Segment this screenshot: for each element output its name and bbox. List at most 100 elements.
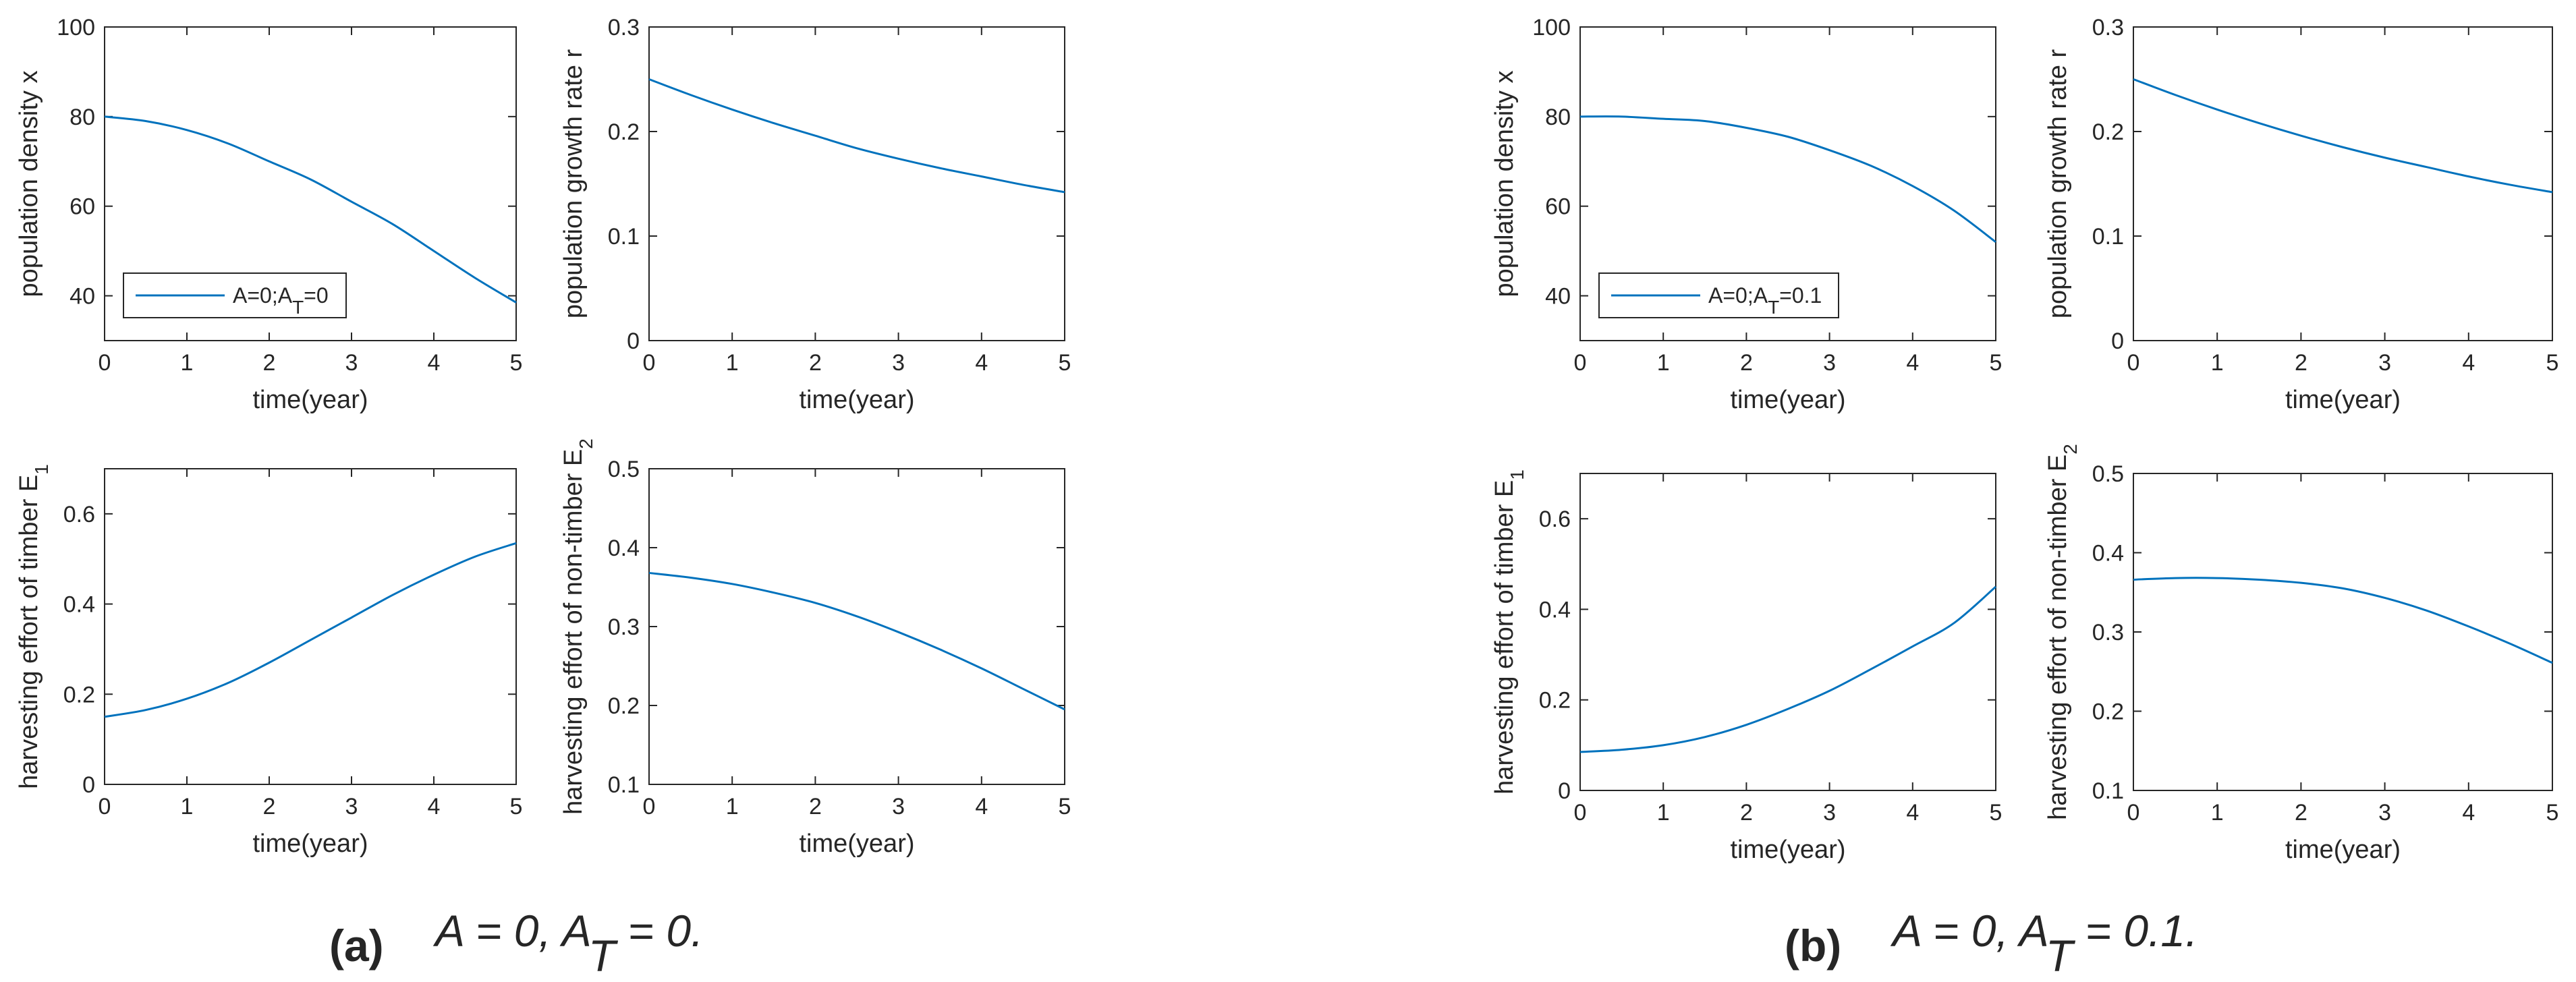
y-tick-label: 0.4 — [1539, 597, 1571, 623]
x-tick-label: 3 — [1823, 800, 1836, 826]
x-tick-label: 1 — [2211, 800, 2224, 826]
x-tick-label: 2 — [809, 794, 822, 819]
y-tick-label: 0.4 — [63, 592, 95, 618]
subplot-b-population-density: 0 1 2 3 4 5 40 60 80 100 time(year) population dens… — [1490, 15, 2002, 414]
y-tick-label: 0.2 — [608, 693, 640, 719]
y-tick-label: 0.3 — [2092, 620, 2124, 645]
series-line — [2133, 577, 2553, 664]
y-tick-label: 0.6 — [1539, 507, 1571, 532]
subplot-a-population-density: 0 1 2 3 4 5 40 60 80 100 time(year) population dens… — [15, 15, 522, 414]
y-tick-label: 100 — [1532, 15, 1571, 40]
x-tick-label: 3 — [345, 794, 358, 819]
x-tick-label: 1 — [726, 794, 739, 819]
x-axis-label: time(year) — [252, 830, 368, 858]
y-tick-label: 80 — [1545, 105, 1571, 130]
axes-box — [648, 26, 1065, 341]
axes-box — [2133, 473, 2553, 791]
panel-caption-letter: (a) — [329, 921, 384, 971]
x-tick-label: 1 — [1657, 800, 1670, 826]
x-tick-label: 0 — [1574, 350, 1587, 376]
x-tick-label: 1 — [181, 794, 194, 819]
x-tick-label: 3 — [892, 350, 905, 376]
x-tick-label: 5 — [1059, 350, 1071, 376]
y-tick-label: 0 — [82, 772, 95, 798]
x-tick-label: 0 — [643, 350, 656, 376]
x-axis-label: time(year) — [799, 386, 914, 414]
subplot-a-timber-effort: 0 1 2 3 4 5 0 0.2 0.4 0.6 time(year) harvesting eff… — [15, 464, 522, 858]
x-tick-label: 1 — [1657, 350, 1670, 376]
x-tick-label: 0 — [99, 794, 111, 819]
legend-label: A=0;AT=0 — [233, 283, 329, 318]
x-tick-label: 1 — [181, 350, 194, 376]
series-line — [1579, 115, 1996, 243]
y-tick-label: 0.2 — [608, 119, 640, 145]
x-axis-label: time(year) — [2285, 386, 2401, 414]
y-tick-label: 0.4 — [2092, 541, 2124, 567]
y-tick-label: 0.3 — [608, 15, 640, 40]
y-tick-label: 0.1 — [2092, 224, 2124, 250]
x-tick-label: 0 — [2127, 350, 2140, 376]
y-axis-label: population density x — [1490, 71, 1519, 297]
y-tick-label: 0 — [1558, 778, 1571, 804]
y-axis-label: harvesting effort of non-timber E2 — [2044, 444, 2081, 820]
y-axis-label: population growth rate r — [559, 49, 588, 319]
y-tick-label: 0.2 — [2092, 699, 2124, 725]
x-tick-label: 3 — [345, 350, 358, 376]
x-axis-label: time(year) — [252, 386, 368, 414]
y-tick-label: 0.5 — [608, 457, 640, 482]
y-tick-label: 0.2 — [1539, 688, 1571, 714]
axes-box — [1579, 26, 1996, 341]
axes-box — [648, 468, 1065, 785]
y-tick-label: 60 — [69, 194, 95, 220]
axes-box — [2133, 26, 2553, 341]
x-tick-label: 5 — [1990, 800, 2003, 826]
x-tick-label: 0 — [643, 794, 656, 819]
series-line — [1579, 585, 1996, 753]
x-tick-label: 0 — [99, 350, 111, 376]
y-tick-label: 0.3 — [2092, 15, 2124, 40]
x-tick-label: 5 — [510, 794, 523, 819]
x-tick-label: 4 — [2462, 800, 2475, 826]
subplot-b-non-timber-effort: 0 1 2 3 4 5 0.1 0.2 0.3 0.4 0.5 time(year) harvestin… — [2044, 444, 2558, 864]
x-tick-label: 4 — [1906, 800, 1919, 826]
y-tick-label: 0.1 — [608, 224, 640, 250]
x-tick-label: 5 — [2546, 350, 2559, 376]
x-tick-label: 4 — [2462, 350, 2475, 376]
y-tick-label: 40 — [69, 284, 95, 310]
x-tick-label: 3 — [892, 794, 905, 819]
y-tick-label: 0.2 — [63, 682, 95, 707]
y-tick-label: 40 — [1545, 284, 1571, 310]
x-axis-label: time(year) — [1730, 836, 1845, 864]
x-tick-label: 5 — [510, 350, 523, 376]
x-tick-label: 1 — [726, 350, 739, 376]
x-tick-label: 4 — [975, 350, 988, 376]
y-tick-label: 0.4 — [608, 536, 640, 561]
y-axis-label: population density x — [15, 71, 43, 297]
x-tick-label: 2 — [2295, 800, 2307, 826]
y-axis-label: population growth rate r — [2044, 49, 2072, 319]
x-tick-label: 4 — [975, 794, 988, 819]
axes-box — [104, 468, 517, 785]
x-axis-label: time(year) — [799, 830, 914, 858]
series-line — [648, 78, 1065, 194]
x-tick-label: 5 — [1990, 350, 2003, 376]
x-tick-label: 2 — [1740, 800, 1753, 826]
axes-box — [104, 26, 517, 341]
x-tick-label: 5 — [1059, 794, 1071, 819]
axes-box — [1579, 473, 1996, 791]
y-tick-label: 100 — [57, 15, 95, 40]
panel-caption-formula: A = 0, AT = 0.1. — [1890, 906, 2197, 981]
x-axis-label: time(year) — [2285, 836, 2401, 864]
series-line — [648, 571, 1065, 711]
y-tick-label: 0.6 — [63, 502, 95, 527]
x-tick-label: 2 — [1740, 350, 1753, 376]
y-tick-label: 60 — [1545, 194, 1571, 220]
subplot-a-non-timber-effort: 0 1 2 3 4 5 0.1 0.2 0.3 0.4 0.5 time(year) harvestin… — [559, 438, 1071, 858]
subplot-b-growth-rate: 0 1 2 3 4 5 0 0.1 0.2 0.3 time(year) population gro… — [2044, 15, 2558, 414]
y-axis-label: harvesting effort of timber E1 — [1490, 469, 1528, 795]
x-tick-label: 2 — [263, 794, 276, 819]
panel-caption-formula: A = 0, AT = 0. — [432, 906, 703, 981]
x-tick-label: 4 — [1906, 350, 1919, 376]
y-axis-label: harvesting effort of non-timber E2 — [559, 438, 596, 815]
x-tick-label: 5 — [2546, 800, 2559, 826]
